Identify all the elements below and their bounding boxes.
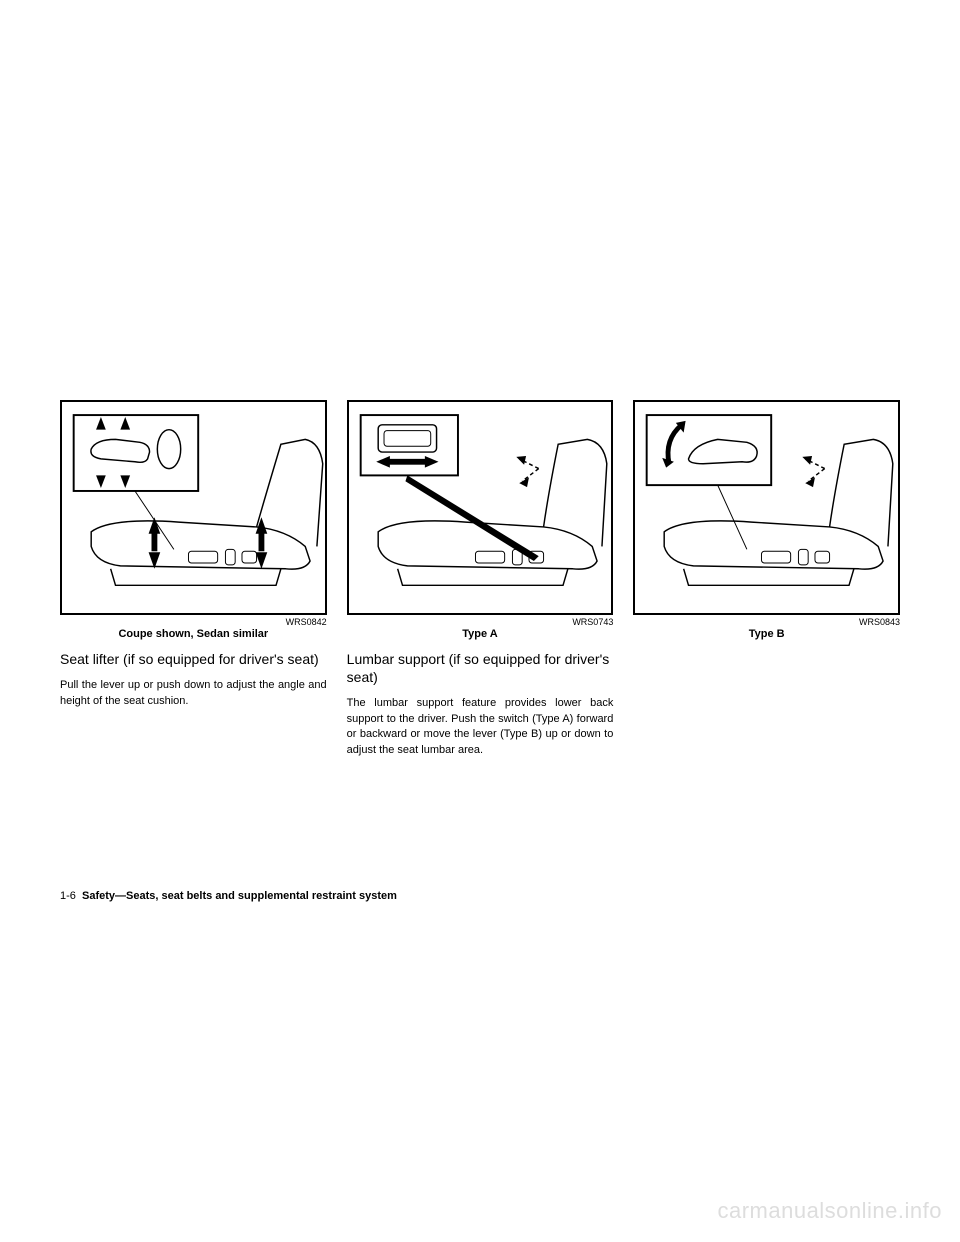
figure-seat-lifter — [60, 400, 327, 615]
figure-id-2: WRS0743 — [347, 617, 614, 627]
figure-lumbar-type-b — [633, 400, 900, 615]
section-title-2: Lumbar support (if so equipped for drive… — [347, 650, 614, 686]
page-footer: 1-6 Safety—Seats, seat belts and supplem… — [60, 890, 397, 902]
column-1: WRS0842 Coupe shown, Sedan similar Seat … — [60, 400, 327, 758]
section-text-1: Pull the lever up or push down to adjust… — [60, 678, 327, 709]
figure-caption-3: Type B — [633, 628, 900, 640]
section-text-2: The lumbar support feature provides lowe… — [347, 696, 614, 758]
figure-row: WRS0842 Coupe shown, Sedan similar Seat … — [60, 400, 900, 758]
footer-title: Safety—Seats, seat belts and supplementa… — [82, 890, 397, 902]
section-title-1: Seat lifter (if so equipped for driver's… — [60, 650, 327, 668]
figure-id-1: WRS0842 — [60, 617, 327, 627]
figure-lumbar-type-a — [347, 400, 614, 615]
watermark: carmanualsonline.info — [717, 1198, 942, 1224]
page-number: 1-6 — [60, 890, 76, 902]
column-3: WRS0843 Type B — [633, 400, 900, 758]
column-2: WRS0743 Type A Lumbar support (if so equ… — [347, 400, 614, 758]
figure-caption-2: Type A — [347, 628, 614, 640]
figure-id-3: WRS0843 — [633, 617, 900, 627]
figure-caption-1: Coupe shown, Sedan similar — [60, 628, 327, 640]
